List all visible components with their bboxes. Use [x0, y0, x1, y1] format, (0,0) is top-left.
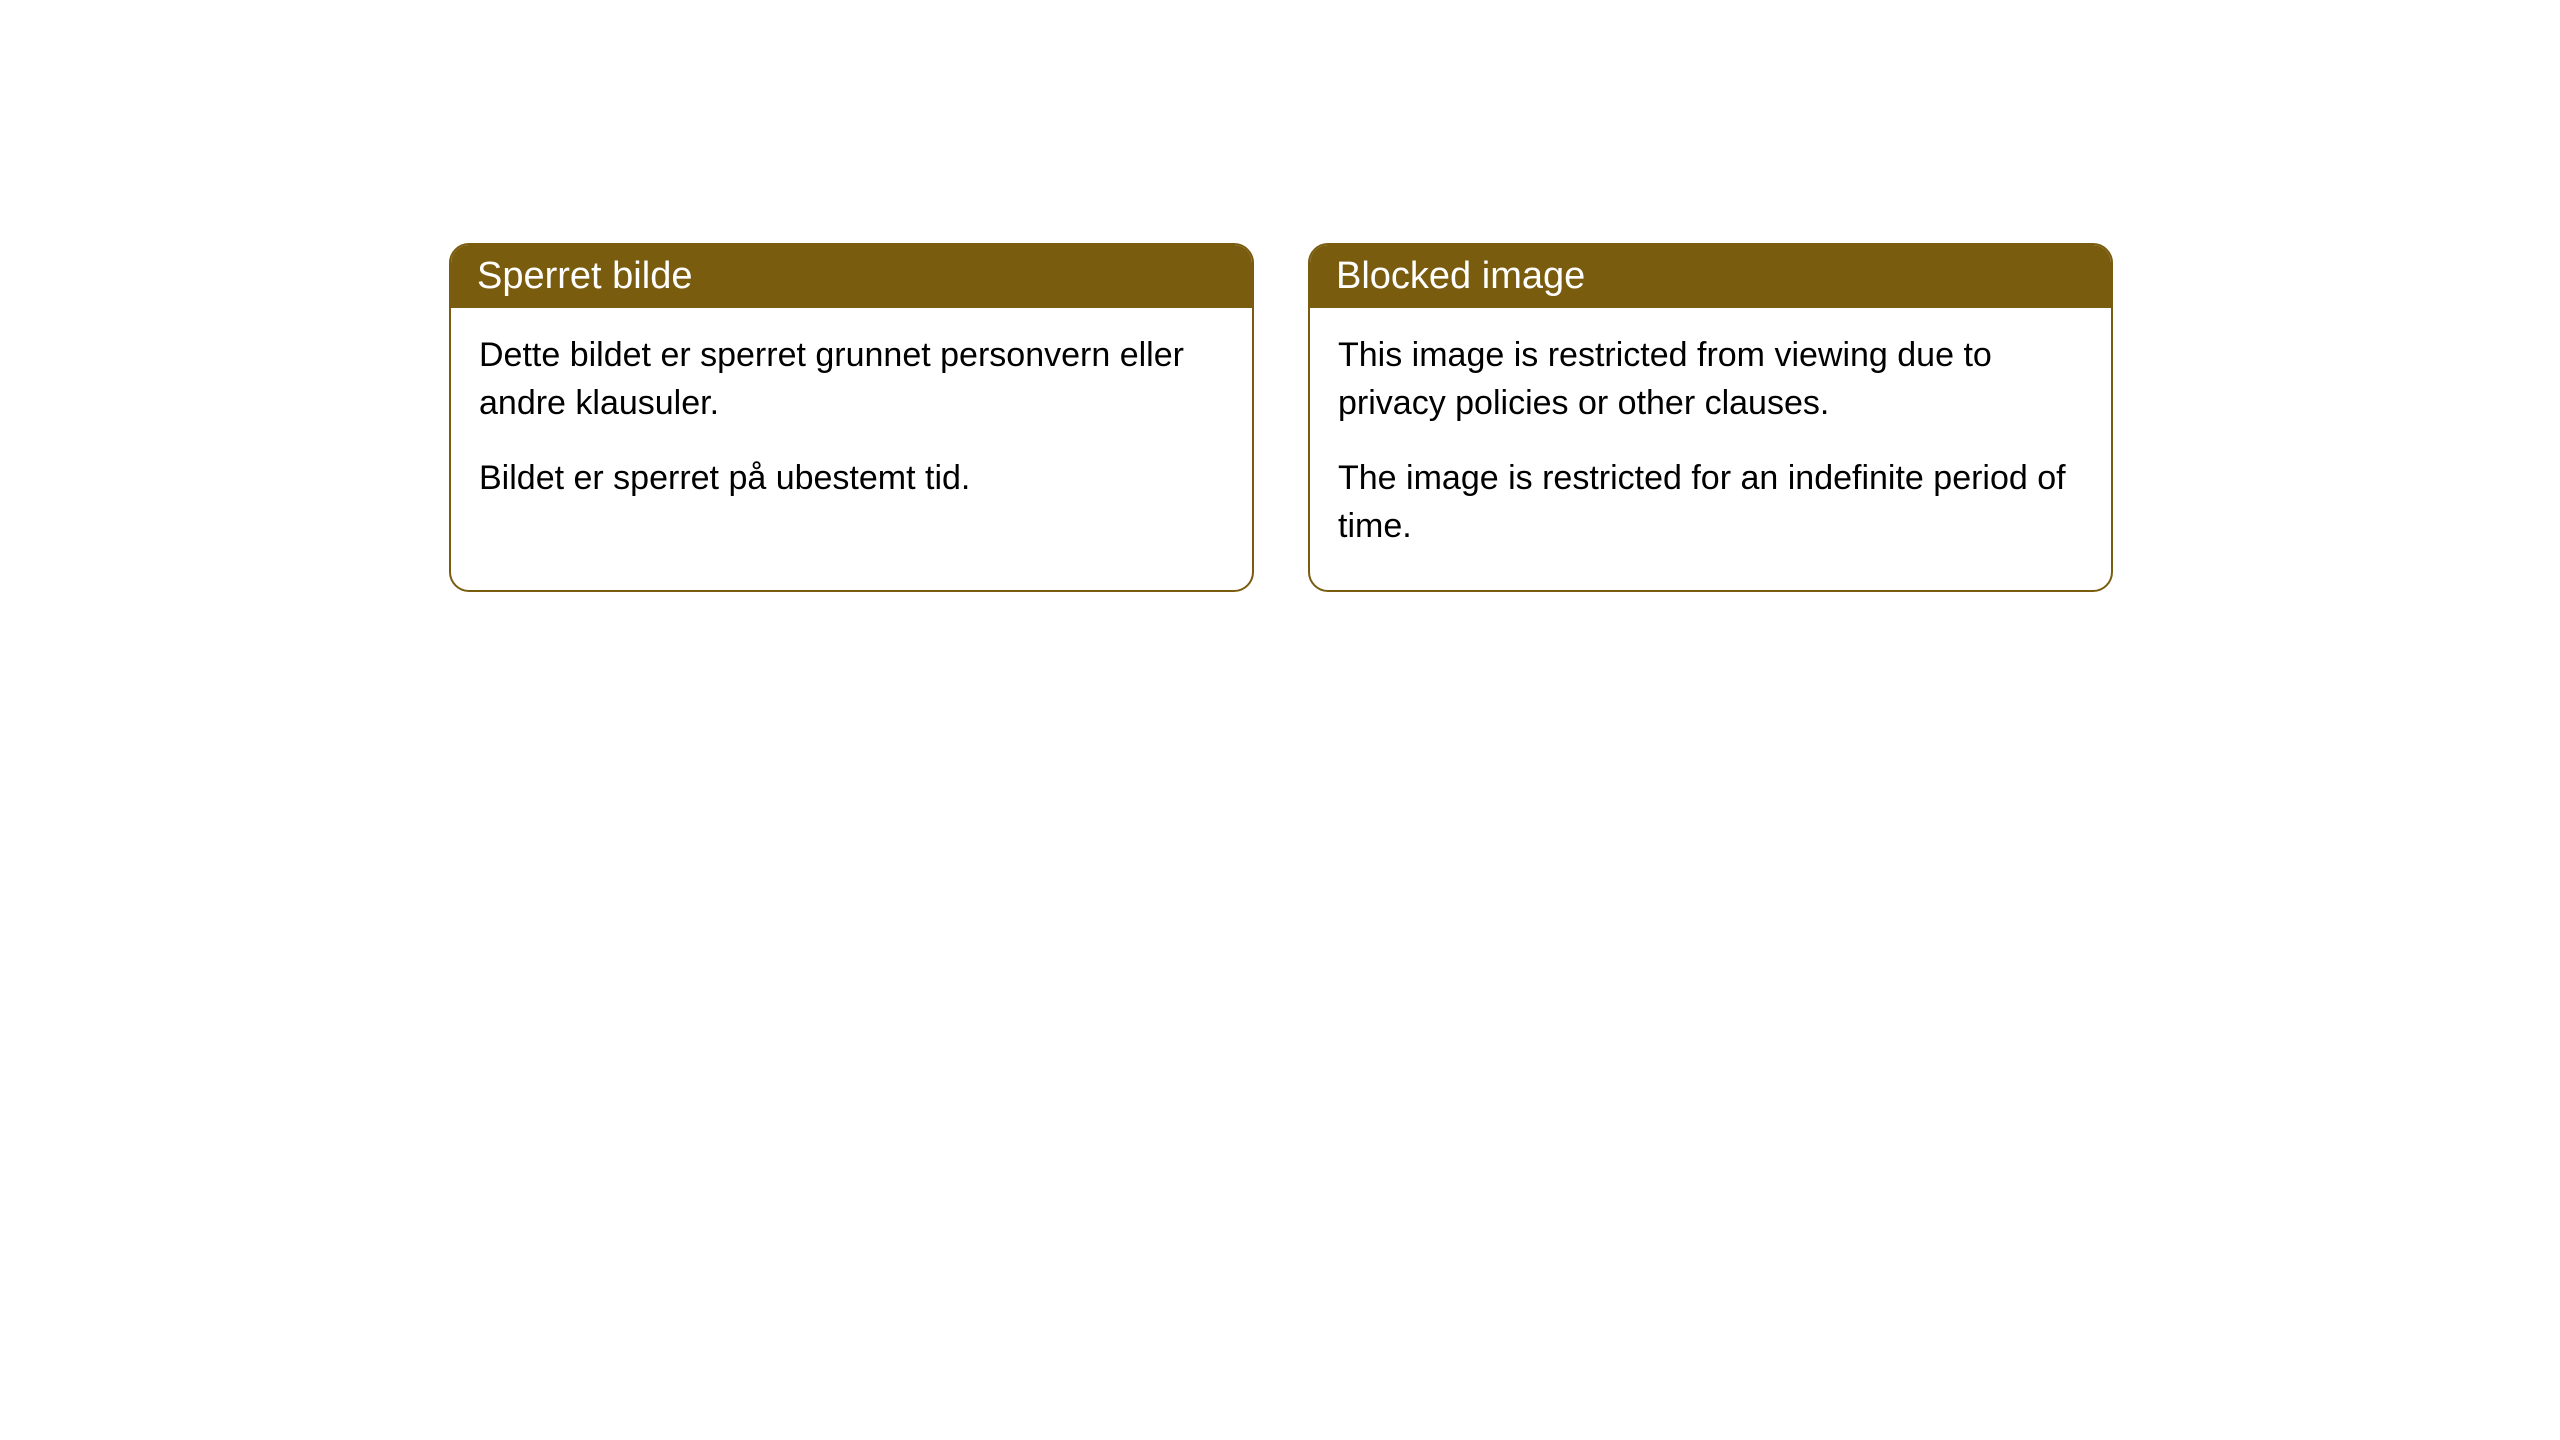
card-paragraph: This image is restricted from viewing du…	[1338, 332, 2083, 427]
card-paragraph: The image is restricted for an indefinit…	[1338, 455, 2083, 550]
notice-card-english: Blocked image This image is restricted f…	[1308, 243, 2113, 592]
card-paragraph: Bildet er sperret på ubestemt tid.	[479, 455, 1224, 503]
card-header: Sperret bilde	[451, 245, 1252, 308]
card-body: Dette bildet er sperret grunnet personve…	[451, 308, 1252, 543]
card-title: Sperret bilde	[477, 255, 692, 297]
card-body: This image is restricted from viewing du…	[1310, 308, 2111, 590]
notice-card-norwegian: Sperret bilde Dette bildet er sperret gr…	[449, 243, 1254, 592]
card-paragraph: Dette bildet er sperret grunnet personve…	[479, 332, 1224, 427]
card-title: Blocked image	[1336, 255, 1585, 297]
card-header: Blocked image	[1310, 245, 2111, 308]
notice-cards-container: Sperret bilde Dette bildet er sperret gr…	[449, 243, 2113, 592]
